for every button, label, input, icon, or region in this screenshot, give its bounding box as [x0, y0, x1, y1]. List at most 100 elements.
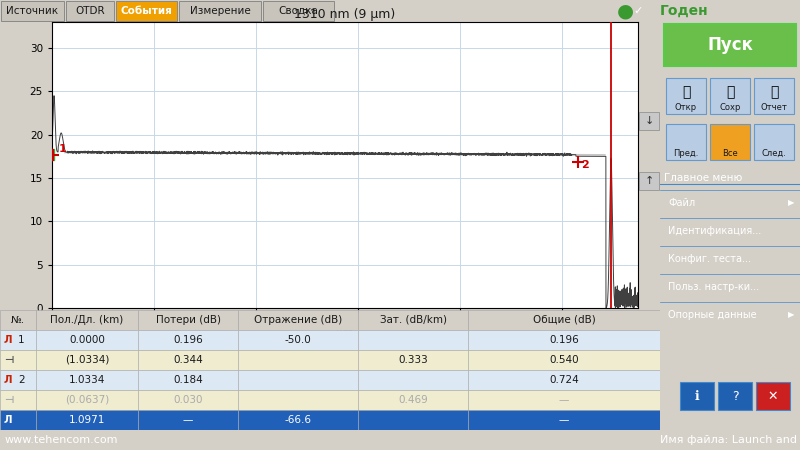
Bar: [238, 410, 358, 430]
Text: Измерение: Измерение: [190, 6, 250, 16]
Text: Потери (dB): Потери (dB): [155, 315, 221, 325]
Bar: [36, 310, 138, 330]
Bar: [754, 124, 794, 160]
Bar: [179, 1, 261, 21]
Title: 1310 nm (9 μm): 1310 nm (9 μm): [294, 8, 396, 21]
Text: Пуск: Пуск: [707, 36, 753, 54]
Text: ▶: ▶: [787, 310, 794, 320]
Text: 1.0334: 1.0334: [69, 375, 105, 385]
Text: Польз. настр-ки...: Польз. настр-ки...: [668, 282, 759, 292]
Bar: [1, 1, 64, 21]
Bar: [680, 382, 714, 410]
Text: ●: ●: [617, 1, 634, 21]
Text: 0.184: 0.184: [173, 375, 203, 385]
Text: №.: №.: [11, 315, 25, 325]
Bar: [36, 370, 138, 390]
Text: Отчет: Отчет: [761, 103, 787, 112]
Text: Зат. (dB/km): Зат. (dB/km): [379, 315, 446, 325]
Bar: [263, 1, 334, 21]
Text: ↓: ↓: [644, 116, 654, 126]
Bar: [36, 390, 138, 410]
Bar: [138, 330, 238, 350]
Text: 0.540: 0.540: [549, 355, 579, 365]
Text: 0.0000: 0.0000: [69, 335, 105, 345]
Text: Все: Все: [722, 148, 738, 157]
Text: ⊣: ⊣: [4, 355, 14, 365]
Bar: [116, 1, 177, 21]
Text: ℹ: ℹ: [694, 390, 699, 402]
Text: Годен: Годен: [660, 4, 709, 18]
Bar: [138, 390, 238, 410]
Text: Л: Л: [4, 415, 13, 425]
Text: Сохр: Сохр: [719, 103, 741, 112]
Bar: [710, 78, 750, 114]
Bar: [710, 124, 750, 160]
Text: 2: 2: [581, 160, 589, 170]
Text: (1.0334): (1.0334): [65, 355, 109, 365]
Bar: [0, 310, 36, 330]
Text: Откр: Откр: [675, 103, 697, 112]
Text: 1: 1: [18, 335, 25, 345]
Bar: [0, 370, 36, 390]
Bar: [358, 310, 468, 330]
Bar: [639, 172, 659, 190]
Text: (0.0637): (0.0637): [65, 395, 109, 405]
Text: 📄: 📄: [770, 85, 778, 99]
Text: Главное меню: Главное меню: [664, 173, 742, 183]
X-axis label: km: km: [336, 328, 354, 338]
Bar: [138, 370, 238, 390]
Bar: [639, 112, 659, 130]
Text: 0.196: 0.196: [549, 335, 579, 345]
Bar: [718, 382, 752, 410]
Text: OTDR: OTDR: [75, 6, 105, 16]
Bar: [358, 390, 468, 410]
Text: Пол./Дл. (km): Пол./Дл. (km): [50, 315, 124, 325]
Bar: [0, 330, 36, 350]
Text: Отражение (dB): Отражение (dB): [254, 315, 342, 325]
Text: —: —: [559, 395, 569, 405]
Text: 💾: 💾: [726, 85, 734, 99]
Bar: [666, 78, 706, 114]
Text: 0.333: 0.333: [398, 355, 428, 365]
Bar: [0, 410, 36, 430]
Text: След.: След.: [762, 148, 786, 157]
Text: Пред.: Пред.: [674, 148, 698, 157]
Text: ⊣: ⊣: [4, 395, 14, 405]
Text: 2: 2: [18, 375, 25, 385]
Bar: [238, 370, 358, 390]
Text: Конфиг. теста...: Конфиг. теста...: [668, 254, 751, 264]
Bar: [36, 330, 138, 350]
Text: www.tehencom.com: www.tehencom.com: [5, 435, 118, 445]
Text: Опорные данные: Опорные данные: [668, 310, 757, 320]
Bar: [358, 350, 468, 370]
Bar: [468, 310, 660, 330]
Text: Л: Л: [4, 375, 13, 385]
Text: —: —: [183, 415, 193, 425]
Bar: [66, 1, 114, 21]
Text: 0.469: 0.469: [398, 395, 428, 405]
Text: ✕: ✕: [768, 390, 778, 402]
Text: ↑: ↑: [644, 176, 654, 186]
Bar: [468, 410, 660, 430]
Text: Файл: Файл: [668, 198, 695, 208]
Bar: [238, 390, 358, 410]
Text: Л: Л: [4, 335, 13, 345]
Bar: [664, 24, 796, 66]
Bar: [36, 410, 138, 430]
Text: Сводка: Сводка: [278, 6, 318, 16]
Bar: [358, 370, 468, 390]
Bar: [138, 350, 238, 370]
Bar: [468, 350, 660, 370]
Text: 0.344: 0.344: [173, 355, 203, 365]
Text: —: —: [559, 415, 569, 425]
Text: ?: ?: [732, 390, 738, 402]
Text: ▶: ▶: [787, 198, 794, 207]
Bar: [756, 382, 790, 410]
Text: ✓: ✓: [634, 6, 642, 16]
Text: 0.724: 0.724: [549, 375, 579, 385]
Bar: [238, 310, 358, 330]
Text: Общие (dB): Общие (dB): [533, 315, 595, 325]
Bar: [666, 124, 706, 160]
Text: -50.0: -50.0: [285, 335, 311, 345]
Text: 1.0971: 1.0971: [69, 415, 105, 425]
